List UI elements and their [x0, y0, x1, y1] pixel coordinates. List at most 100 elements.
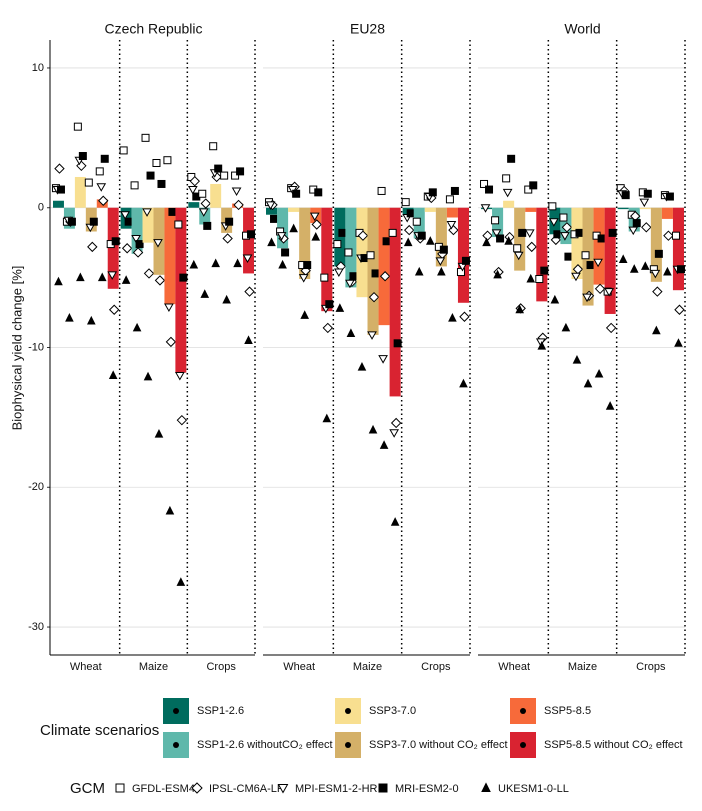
gcm-point: [120, 211, 131, 220]
gcm-point: [211, 258, 221, 268]
gcm-point: [54, 276, 63, 286]
gcm-point: [200, 198, 211, 209]
bar: [514, 207, 526, 271]
x-tick-label: Maize: [139, 661, 168, 673]
gcm-point: [335, 303, 345, 312]
gcm-point: [174, 371, 185, 381]
gcm-point: [529, 181, 538, 190]
x-tick-label: Crops: [421, 661, 451, 673]
legend-label: SSP5-8.5 without CO₂ effect: [544, 739, 683, 751]
gcm-point: [187, 186, 198, 195]
y-tick-label: 10: [32, 62, 44, 74]
gcm-point: [496, 234, 505, 243]
gcm-point: [368, 291, 380, 303]
gcm-point: [629, 264, 639, 273]
gcm-point: [535, 338, 546, 347]
gcm-point: [54, 163, 65, 174]
y-tick-label: -20: [28, 481, 44, 493]
bar: [299, 207, 311, 280]
gcm-point: [322, 413, 332, 423]
gcm-point: [132, 322, 142, 332]
gcm-point: [641, 222, 652, 233]
gcm-point: [153, 239, 163, 248]
gcm-point: [507, 154, 516, 163]
gcm-point: [535, 275, 544, 284]
gcm-point: [278, 259, 287, 269]
gcm-point: [325, 300, 334, 309]
bar: [175, 207, 187, 373]
gcm-point: [231, 187, 242, 196]
x-tick-label: Maize: [568, 661, 597, 673]
gcm-point: [152, 159, 161, 167]
gcm-point: [265, 201, 276, 210]
gcm-point: [86, 315, 96, 325]
gcm-point: [95, 167, 104, 176]
bar: [345, 207, 357, 288]
gcm-point: [390, 517, 400, 526]
gcm-point: [333, 268, 344, 278]
gcm-point: [73, 122, 82, 131]
gcm-point: [111, 237, 120, 246]
gcm-point: [403, 237, 413, 247]
gcm-point: [108, 370, 118, 379]
bar: [74, 176, 86, 208]
legend-marker: [481, 782, 491, 792]
gcm-point: [403, 224, 415, 236]
gcm-point: [209, 142, 218, 151]
gcm-point: [87, 241, 98, 253]
gcm-point: [338, 228, 347, 237]
legend-label: SSP3-7.0 without CO₂ effect: [369, 739, 508, 751]
gcm-point: [597, 234, 606, 243]
gcm-point: [366, 251, 375, 260]
legend-title: GCM: [70, 780, 105, 797]
gcm-point: [652, 325, 661, 335]
gcm-point: [344, 248, 353, 257]
gcm-point: [121, 275, 131, 284]
legend-title: Climate scenarios: [40, 722, 159, 739]
legend-dot: [520, 742, 526, 748]
gcm-point: [564, 252, 573, 261]
gcm-point: [676, 265, 685, 274]
bar: [53, 200, 64, 208]
gcm-point: [461, 256, 470, 265]
gcm-point: [309, 212, 320, 222]
gcm-point: [526, 241, 537, 253]
gcm-point: [135, 240, 144, 249]
legend-dot: [173, 708, 179, 714]
gcm-point: [214, 164, 223, 173]
legend-label: IPSL-CM6A-LR: [209, 783, 285, 795]
bar: [356, 207, 368, 298]
gcm-point: [382, 237, 391, 246]
gcm-point: [537, 340, 547, 350]
gcm-point: [586, 261, 595, 270]
gcm-point: [56, 185, 65, 194]
gcm-point: [605, 322, 617, 334]
bar: [571, 207, 583, 280]
gcm-point: [437, 266, 446, 276]
gcm-point: [146, 171, 155, 180]
gcm-point: [518, 228, 527, 237]
gcm-point: [417, 231, 426, 240]
gcm-point: [198, 189, 207, 198]
gcm-point: [515, 304, 525, 314]
gcm-point: [96, 183, 107, 192]
gcm-point: [604, 288, 615, 297]
gcm-point: [314, 188, 323, 197]
gcm-point: [445, 195, 454, 204]
gcm-point: [583, 378, 593, 388]
bar: [639, 207, 651, 210]
gcm-point: [163, 156, 172, 165]
gcm-point: [131, 234, 141, 244]
gcm-point: [425, 236, 435, 245]
gcm-point: [231, 171, 240, 180]
gcm-point: [652, 286, 663, 297]
gcm-point: [225, 217, 234, 226]
gcm-point: [450, 186, 459, 195]
gcm-point: [571, 272, 581, 282]
gcm-point: [367, 331, 377, 340]
gcm-point: [593, 258, 603, 268]
gcm-point: [640, 261, 650, 270]
gcm-point: [244, 286, 255, 297]
gcm-point: [298, 274, 309, 283]
gcm-point: [189, 259, 199, 269]
